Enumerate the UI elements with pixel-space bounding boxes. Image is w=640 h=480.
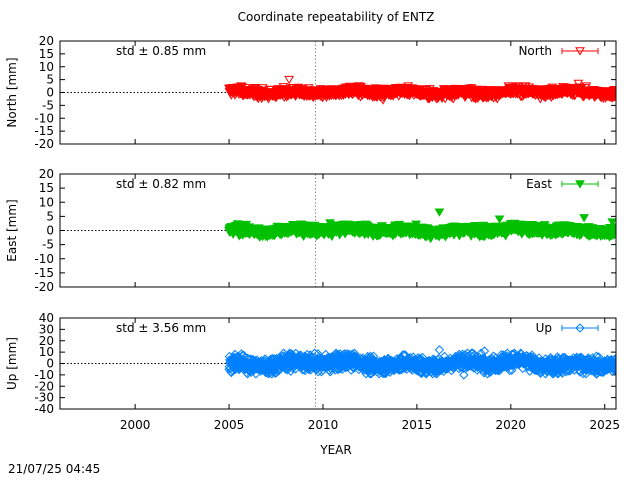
- data-point: [434, 208, 445, 217]
- y-tick-label: 10: [39, 195, 54, 209]
- std-label: std ± 3.56 mm: [116, 321, 206, 335]
- y-tick-label: 20: [39, 334, 54, 348]
- legend-marker: [575, 47, 585, 56]
- data-point: [378, 96, 388, 105]
- data-point: [346, 365, 356, 375]
- y-tick-label: 30: [39, 322, 54, 336]
- legend-label: East: [526, 177, 552, 191]
- panel-frame: [59, 40, 617, 145]
- y-tick-label: 10: [39, 60, 54, 74]
- y-tick-label: 20: [39, 34, 54, 48]
- y-tick-label: -30: [34, 391, 54, 405]
- y-tick-label: -10: [34, 252, 54, 266]
- y-tick-label: 5: [46, 209, 54, 223]
- y-tick-label: 0: [46, 357, 54, 371]
- data-point: [581, 82, 592, 91]
- panel-frame: [59, 173, 617, 288]
- y-tick-label: -40: [34, 402, 54, 416]
- y-axis-label: Up [mm]: [5, 337, 19, 390]
- y-axis-label: East [mm]: [5, 199, 19, 261]
- std-label: std ± 0.85 mm: [116, 44, 206, 58]
- data-point: [573, 79, 584, 89]
- y-tick-label: -10: [34, 368, 54, 382]
- y-tick-label: 15: [39, 181, 54, 195]
- series-up: [224, 345, 616, 380]
- y-tick-label: -5: [42, 238, 54, 252]
- legend-label: Up: [536, 321, 552, 335]
- y-tick-label: -15: [34, 124, 54, 138]
- y-tick-label: -20: [34, 379, 54, 393]
- chart-title: Coordinate repeatability of ENTZ: [238, 10, 435, 24]
- y-tick-label: 40: [39, 311, 54, 325]
- data-point: [395, 364, 405, 375]
- y-tick-label: 0: [46, 224, 54, 238]
- y-tick-label: -5: [42, 98, 54, 112]
- data-point: [226, 367, 237, 378]
- legend-marker: [575, 323, 585, 333]
- data-point: [494, 215, 505, 224]
- y-axis-label: North [mm]: [5, 57, 19, 127]
- legend-label: North: [518, 44, 552, 58]
- y-tick-label: 15: [39, 47, 54, 61]
- y-tick-label: -20: [34, 137, 54, 151]
- y-tick-label: 5: [46, 73, 54, 87]
- data-point: [610, 89, 616, 99]
- y-tick-label: 10: [39, 345, 54, 359]
- y-tick-label: 20: [39, 167, 54, 181]
- series-north: [224, 75, 616, 105]
- std-label: std ± 0.82 mm: [116, 177, 206, 191]
- series-east: [224, 208, 616, 243]
- data-point: [284, 75, 295, 85]
- y-tick-label: -15: [34, 266, 54, 280]
- y-tick-label: 0: [46, 86, 54, 100]
- y-tick-label: -10: [34, 111, 54, 125]
- data-point: [607, 218, 616, 227]
- y-tick-label: -20: [34, 280, 54, 294]
- data-point: [579, 214, 589, 223]
- legend-marker: [575, 180, 585, 189]
